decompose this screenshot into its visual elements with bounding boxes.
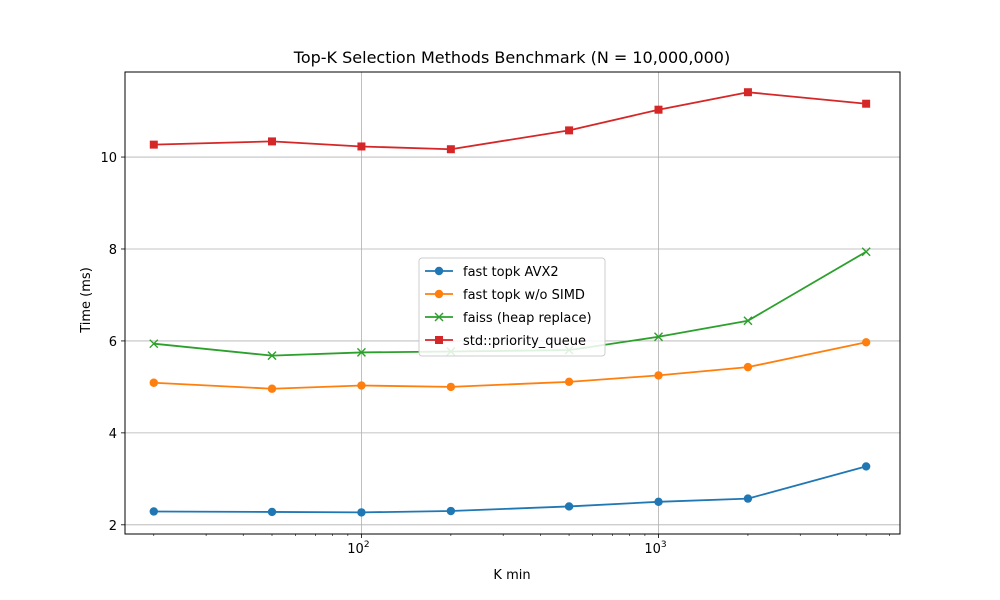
series-1 bbox=[149, 338, 871, 393]
data-point bbox=[654, 105, 663, 114]
legend-label: faiss (heap replace) bbox=[463, 311, 592, 326]
marker-stroke bbox=[861, 247, 871, 257]
marker-stroke bbox=[654, 332, 664, 342]
legend-swatch-marker bbox=[434, 312, 444, 322]
y-tick-label: 2 bbox=[109, 519, 117, 534]
data-point bbox=[743, 362, 753, 372]
marker-stroke bbox=[267, 351, 277, 361]
data-point bbox=[267, 384, 277, 393]
legend-item: fast topk AVX2 bbox=[425, 265, 559, 280]
data-point bbox=[564, 502, 574, 511]
data-point bbox=[357, 142, 366, 151]
data-point bbox=[862, 99, 871, 108]
data-point bbox=[861, 338, 871, 347]
series-line bbox=[153, 341, 867, 390]
series-line bbox=[153, 91, 867, 151]
data-point bbox=[654, 497, 663, 507]
y-tick-label: 4 bbox=[109, 427, 117, 442]
data-point bbox=[357, 381, 366, 390]
data-point bbox=[654, 332, 664, 342]
axis-ticks: 102 103 2 4 6 8 10 bbox=[100, 151, 890, 557]
data-point bbox=[743, 316, 753, 326]
data-point bbox=[861, 247, 871, 257]
marker-stroke bbox=[356, 347, 366, 357]
data-point bbox=[743, 88, 752, 97]
legend-label: fast topk w/o SIMD bbox=[463, 288, 585, 303]
legend-item: fast topk w/o SIMD bbox=[425, 288, 585, 303]
legend-swatch-marker bbox=[435, 336, 443, 344]
series-3 bbox=[149, 88, 871, 154]
marker-stroke bbox=[434, 312, 444, 322]
data-point bbox=[149, 378, 158, 387]
data-point bbox=[268, 137, 277, 146]
data-point bbox=[743, 494, 753, 503]
x-axis-label: K min bbox=[493, 568, 530, 583]
data-point bbox=[149, 507, 158, 516]
y-tick-label: 10 bbox=[100, 151, 117, 166]
y-tick-label: 8 bbox=[109, 243, 117, 258]
legend-item: faiss (heap replace) bbox=[425, 311, 592, 326]
marker-stroke bbox=[743, 316, 753, 326]
data-point bbox=[356, 347, 366, 357]
series-0 bbox=[149, 462, 871, 517]
legend-item: std::priority_queue bbox=[425, 334, 586, 349]
data-point bbox=[149, 140, 158, 149]
data-point bbox=[357, 508, 366, 517]
data-point bbox=[565, 126, 574, 135]
chart-title: Top-K Selection Methods Benchmark (N = 1… bbox=[293, 48, 730, 67]
marker-stroke bbox=[149, 339, 159, 349]
data-point bbox=[267, 351, 277, 361]
legend: fast topk AVX2 fast topk w/o SIMD faiss (h… bbox=[418, 257, 606, 357]
legend-swatch-marker bbox=[434, 289, 444, 299]
x-tick-label: 103 bbox=[644, 540, 666, 557]
data-point bbox=[267, 507, 277, 517]
legend-box bbox=[418, 257, 606, 357]
legend-label: fast topk AVX2 bbox=[463, 265, 559, 280]
data-point bbox=[861, 462, 871, 471]
data-point bbox=[446, 382, 456, 392]
series-layer bbox=[149, 88, 871, 517]
data-point bbox=[446, 506, 456, 516]
x-tick-label: 102 bbox=[347, 540, 369, 557]
series-line bbox=[153, 465, 867, 514]
plot-area-frame bbox=[124, 71, 901, 535]
data-point bbox=[654, 371, 663, 380]
data-point bbox=[446, 145, 455, 154]
data-point bbox=[149, 339, 159, 349]
data-point bbox=[564, 377, 574, 387]
legend-label: std::priority_queue bbox=[463, 334, 586, 349]
y-tick-label: 6 bbox=[109, 335, 117, 350]
y-axis-label: Time (ms) bbox=[79, 267, 94, 334]
legend-swatch-marker bbox=[434, 266, 444, 276]
